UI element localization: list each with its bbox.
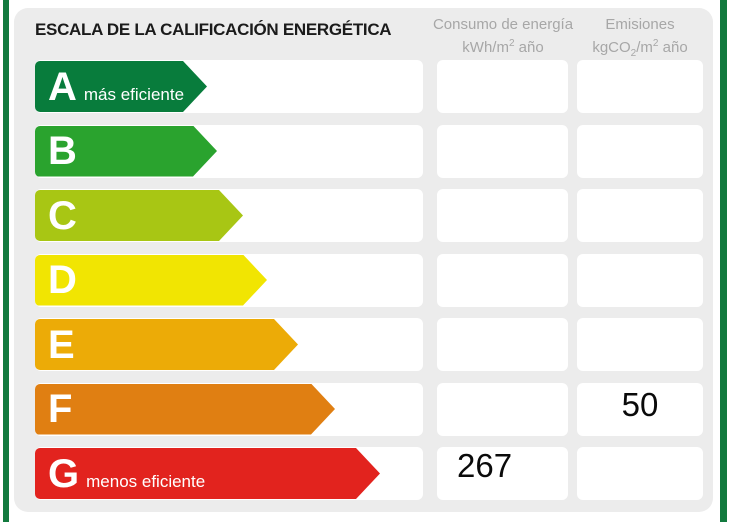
rating-note: menos eficiente (86, 471, 206, 491)
rating-row-f: F 50 (35, 382, 703, 436)
rating-letter: E (48, 322, 75, 367)
emissions-cell (577, 318, 703, 371)
rating-row-e: E (35, 318, 703, 371)
rating-arrow: D (35, 255, 267, 306)
rating-letter: A (48, 64, 77, 109)
rating-bar-track: E (35, 318, 423, 371)
emissions-value: 50 (621, 385, 659, 423)
emissions-cell (577, 189, 703, 242)
left-frame-border (3, 0, 9, 522)
emissions-cell (577, 124, 703, 178)
rating-bar-track: B (35, 124, 423, 178)
emissions-cell (577, 447, 703, 500)
page-title: ESCALA DE LA CALIFICACIÓN ENERGÉTICA (35, 20, 392, 39)
rating-row-b: B (35, 124, 703, 178)
rating-bar-track: C (35, 189, 423, 242)
consumption-cell (437, 318, 568, 371)
rating-letter: G (48, 451, 80, 496)
emissions-cell: 50 (577, 382, 703, 436)
rating-row-g: G menos eficiente 267 (35, 447, 703, 500)
consumption-cell (437, 60, 568, 113)
emissions-header-title: Emisiones (605, 16, 675, 33)
rating-row-d: D (35, 253, 703, 307)
rating-arrow: B (35, 126, 217, 177)
consumption-cell (437, 253, 568, 307)
rating-letter: F (48, 387, 73, 431)
rating-arrow: E (35, 319, 298, 370)
rating-letter: D (48, 258, 77, 302)
energy-scale-panel: ESCALA DE LA CALIFICACIÓN ENERGÉTICA Con… (14, 8, 713, 512)
consumption-column-header: Consumo de energía kWh/m2 año (423, 15, 583, 57)
rating-bar-track: F (35, 382, 423, 436)
consumption-header-unit: kWh/m2 año (462, 38, 544, 56)
rating-letter: B (48, 129, 77, 173)
emissions-cell (577, 253, 703, 307)
emissions-cell (577, 60, 703, 113)
rating-letter: C (48, 193, 77, 238)
consumption-cell: 267 (437, 447, 568, 500)
rating-bar-track: A más eficiente (35, 60, 423, 113)
consumption-cell (437, 124, 568, 178)
rating-arrow: C (35, 190, 243, 241)
rating-bar-track: G menos eficiente (35, 447, 423, 500)
consumption-header-title: Consumo de energía (432, 16, 574, 33)
consumption-value: 267 (457, 447, 513, 484)
right-frame-border (720, 0, 727, 522)
rating-rows: A más eficiente B (35, 60, 703, 512)
rating-row-a: A más eficiente (35, 60, 703, 113)
rating-arrow: F (35, 384, 335, 435)
emissions-column-header: Emisiones kgCO2/m2 año (577, 15, 703, 63)
rating-row-c: C (35, 189, 703, 242)
rating-note: más eficiente (83, 84, 185, 104)
emissions-header-unit: kgCO2/m2 año (592, 38, 688, 59)
rating-arrow: A más eficiente (35, 61, 207, 112)
rating-bar-track: D (35, 253, 423, 307)
consumption-cell (437, 189, 568, 242)
rating-arrow: G menos eficiente (35, 448, 380, 499)
consumption-cell (437, 382, 568, 436)
